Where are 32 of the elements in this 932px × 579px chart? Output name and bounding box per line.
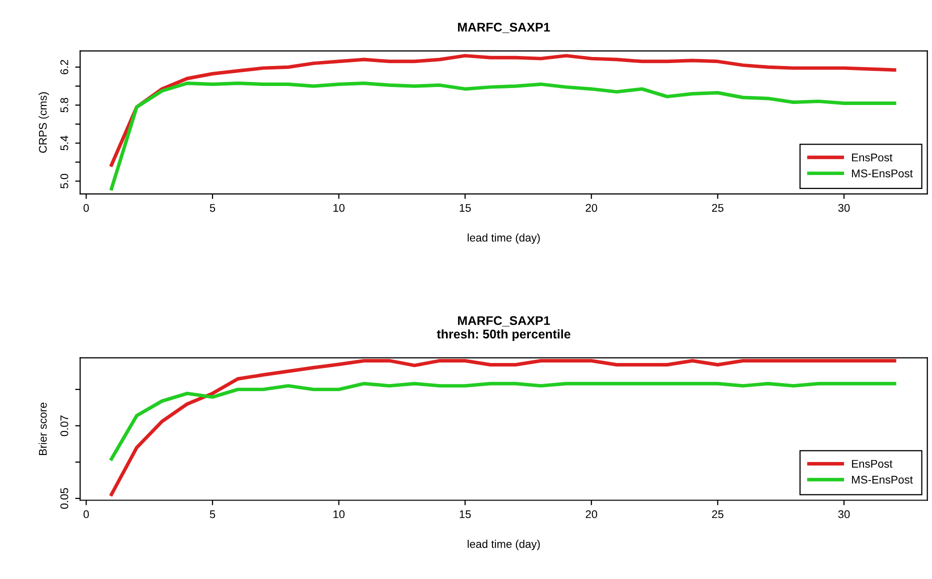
x-tick-label: 30: [838, 204, 850, 212]
x-tick-label: 20: [586, 510, 598, 518]
x-tick-label: 25: [712, 510, 724, 518]
y-tick-label: 5.4: [60, 136, 68, 150]
x-axis-title: lead time (day): [468, 540, 540, 550]
legend-label: EnsPost: [852, 460, 892, 468]
y-tick-label: 0.05: [60, 488, 68, 509]
line-series: [110, 54, 896, 167]
legend-label: EnsPost: [852, 154, 892, 162]
legend-label: MS-EnsPost: [852, 169, 913, 178]
x-tick-label: 0: [84, 204, 89, 212]
y-axis-title: CRPS (cms): [38, 92, 49, 153]
x-tick-label: 15: [460, 204, 471, 212]
x-tick-label: 0: [84, 510, 89, 518]
x-tick-label: 5: [210, 510, 216, 518]
x-tick-label: 25: [712, 204, 724, 212]
y-axis-title: Brier score: [38, 402, 47, 455]
y-tick-label: 0.07: [60, 416, 68, 436]
chart-title: MARFC_SAXP1: [458, 22, 550, 34]
x-tick-label: 15: [460, 510, 471, 518]
line-series: [110, 382, 896, 461]
x-tick-label: 10: [333, 510, 345, 518]
y-tick-label: 5.0: [60, 174, 68, 188]
x-tick-label: 10: [333, 204, 345, 212]
y-tick-label: 5.8: [60, 98, 68, 112]
y-tick-label: 6.2: [60, 60, 68, 74]
x-tick-label: 5: [210, 204, 216, 212]
x-tick-label: 20: [586, 204, 598, 212]
chart-title: MARFC_SAXP1 thresh: 50th percentile: [436, 316, 570, 341]
legend-label: MS-EnsPost: [852, 476, 913, 484]
x-tick-label: 30: [838, 510, 850, 518]
x-axis-title: lead time (day): [468, 233, 540, 244]
